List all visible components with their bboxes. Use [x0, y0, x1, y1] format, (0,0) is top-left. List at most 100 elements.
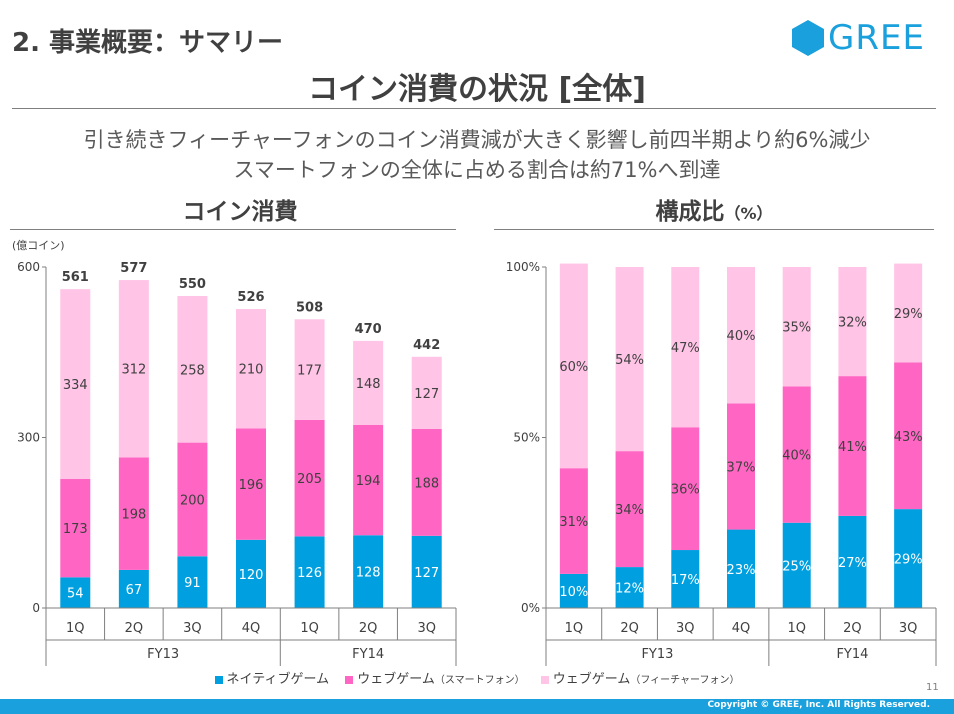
total-label: 508	[296, 300, 323, 315]
bar-web-featurephone	[894, 263, 923, 363]
legend-item-web-smartphone: ウェブゲーム（スマートフォン）	[345, 668, 525, 687]
bar-native	[615, 567, 644, 608]
bar-web-featurephone	[294, 319, 325, 420]
bar-native	[559, 573, 588, 608]
composition-ratio-chart: 0% 50% 100% 10% 31% 60% 1Q 12% 34% 54% 2Q 17% 36% 47%…	[506, 260, 937, 666]
x-tick-label: 1Q	[565, 621, 584, 636]
bar-web-smartphone	[671, 427, 700, 551]
x-group-label: FY13	[641, 647, 673, 662]
data-label-web-smartphone: 194	[356, 474, 381, 489]
data-label-web-featurephone: 312	[121, 363, 146, 378]
chart-title-text: コイン消費	[182, 199, 298, 225]
bar-web-smartphone	[411, 428, 442, 536]
section-title: 2. 事業概要：サマリー	[12, 28, 284, 58]
total-label: 577	[120, 261, 147, 276]
data-label-web-featurephone: 258	[180, 363, 205, 378]
x-tick-label: 3Q	[183, 621, 202, 636]
chart-composition-title: 構成比（%）	[494, 192, 934, 226]
bar-web-featurephone	[411, 356, 442, 429]
y-tick-label: 100%	[506, 260, 540, 274]
bar-web-smartphone	[177, 442, 208, 557]
data-label-native: 54	[67, 587, 84, 602]
bar-native	[177, 556, 208, 608]
chart-title-text: 構成比	[655, 199, 725, 225]
data-label-web-featurephone: 54%	[615, 353, 644, 368]
x-tick-label: 4Q	[242, 621, 261, 636]
bar-native	[894, 509, 923, 608]
legend-note: （スマートフォン）	[434, 675, 525, 686]
y-tick-label: 0%	[521, 601, 540, 615]
legend-label: ウェブゲーム	[357, 672, 435, 687]
bar-web-featurephone	[559, 263, 588, 469]
bar-web-smartphone	[894, 362, 923, 510]
y-tick-label: 50%	[513, 431, 540, 445]
total-label: 561	[62, 270, 89, 285]
y-tick-label: 600	[17, 260, 40, 274]
bar-web-smartphone	[118, 457, 149, 570]
data-label-native: 10%	[559, 585, 588, 600]
data-label-web-smartphone: 200	[180, 493, 205, 508]
gree-logo: GREE	[790, 18, 940, 58]
data-label-native: 128	[356, 566, 381, 581]
bar-native	[294, 536, 325, 608]
x-tick-label: 2Q	[843, 621, 862, 636]
bar-web-featurephone	[671, 267, 700, 428]
summary-line-1: 引き続きフィーチャーフォンのコイン消費減が大きく影響し前四半期より約6%減少	[83, 128, 871, 152]
bar-web-smartphone	[353, 424, 384, 536]
data-label-native: 67	[126, 583, 143, 598]
bar-web-smartphone	[838, 376, 867, 516]
data-label-web-smartphone: 198	[121, 508, 146, 523]
data-label-web-featurephone: 29%	[894, 307, 923, 322]
x-group-label: FY14	[352, 647, 384, 662]
legend-swatch	[540, 675, 549, 684]
data-label-web-smartphone: 188	[414, 476, 439, 491]
legend-label: ウェブゲーム	[552, 672, 631, 687]
bar-native	[118, 569, 149, 608]
chart-title-unit: （%）	[724, 204, 773, 223]
bar-native	[838, 515, 867, 608]
page-title: コイン消費の状況 [全体]	[308, 72, 646, 107]
data-label-native: 17%	[671, 573, 700, 588]
bar-web-smartphone	[559, 468, 588, 574]
legend-item-native: ネイティブゲーム	[214, 668, 329, 687]
x-tick-label: 2Q	[359, 621, 378, 636]
data-label-native: 126	[297, 566, 322, 581]
bar-native	[411, 535, 442, 608]
bar-native	[353, 535, 384, 608]
x-tick-label: 3Q	[417, 621, 436, 636]
footer-bar: Copyright © GREE, Inc. All Rights Reserv…	[0, 699, 954, 714]
data-label-native: 25%	[782, 559, 811, 574]
data-label-web-featurephone: 35%	[782, 321, 811, 336]
bar-web-featurephone	[727, 267, 755, 404]
data-label-native: 27%	[838, 556, 867, 571]
data-label-web-smartphone: 196	[239, 478, 264, 493]
bar-web-featurephone	[353, 340, 384, 425]
chart-coin-consumption-title: コイン消費	[10, 192, 470, 226]
data-label-web-smartphone: 34%	[615, 503, 644, 518]
data-label-web-featurephone: 210	[239, 363, 264, 378]
x-tick-label: 2Q	[125, 621, 144, 636]
bar-native	[727, 529, 755, 608]
legend-swatch	[214, 675, 223, 684]
x-tick-label: 1Q	[300, 621, 319, 636]
bar-web-smartphone	[782, 386, 811, 523]
data-label-native: 120	[239, 568, 264, 583]
bar-web-featurephone	[60, 289, 91, 479]
bar-web-featurephone	[177, 295, 208, 443]
bar-web-smartphone	[615, 451, 644, 568]
data-label-web-smartphone: 36%	[671, 483, 700, 498]
bar-native	[60, 577, 91, 608]
data-label-native: 12%	[615, 582, 644, 597]
data-label-web-featurephone: 47%	[671, 341, 700, 356]
x-tick-label: 1Q	[66, 621, 85, 636]
total-label: 470	[355, 322, 382, 337]
x-tick-label: 2Q	[620, 621, 639, 636]
bar-web-featurephone	[615, 267, 644, 452]
bar-web-smartphone	[727, 403, 755, 530]
y-tick-label: 0	[32, 601, 40, 615]
x-group-label: FY13	[147, 647, 179, 662]
x-group-label: FY14	[836, 647, 868, 662]
legend-item-web-featurephone: ウェブゲーム（フィーチャーフォン）	[540, 668, 739, 687]
data-label-native: 23%	[727, 563, 756, 578]
